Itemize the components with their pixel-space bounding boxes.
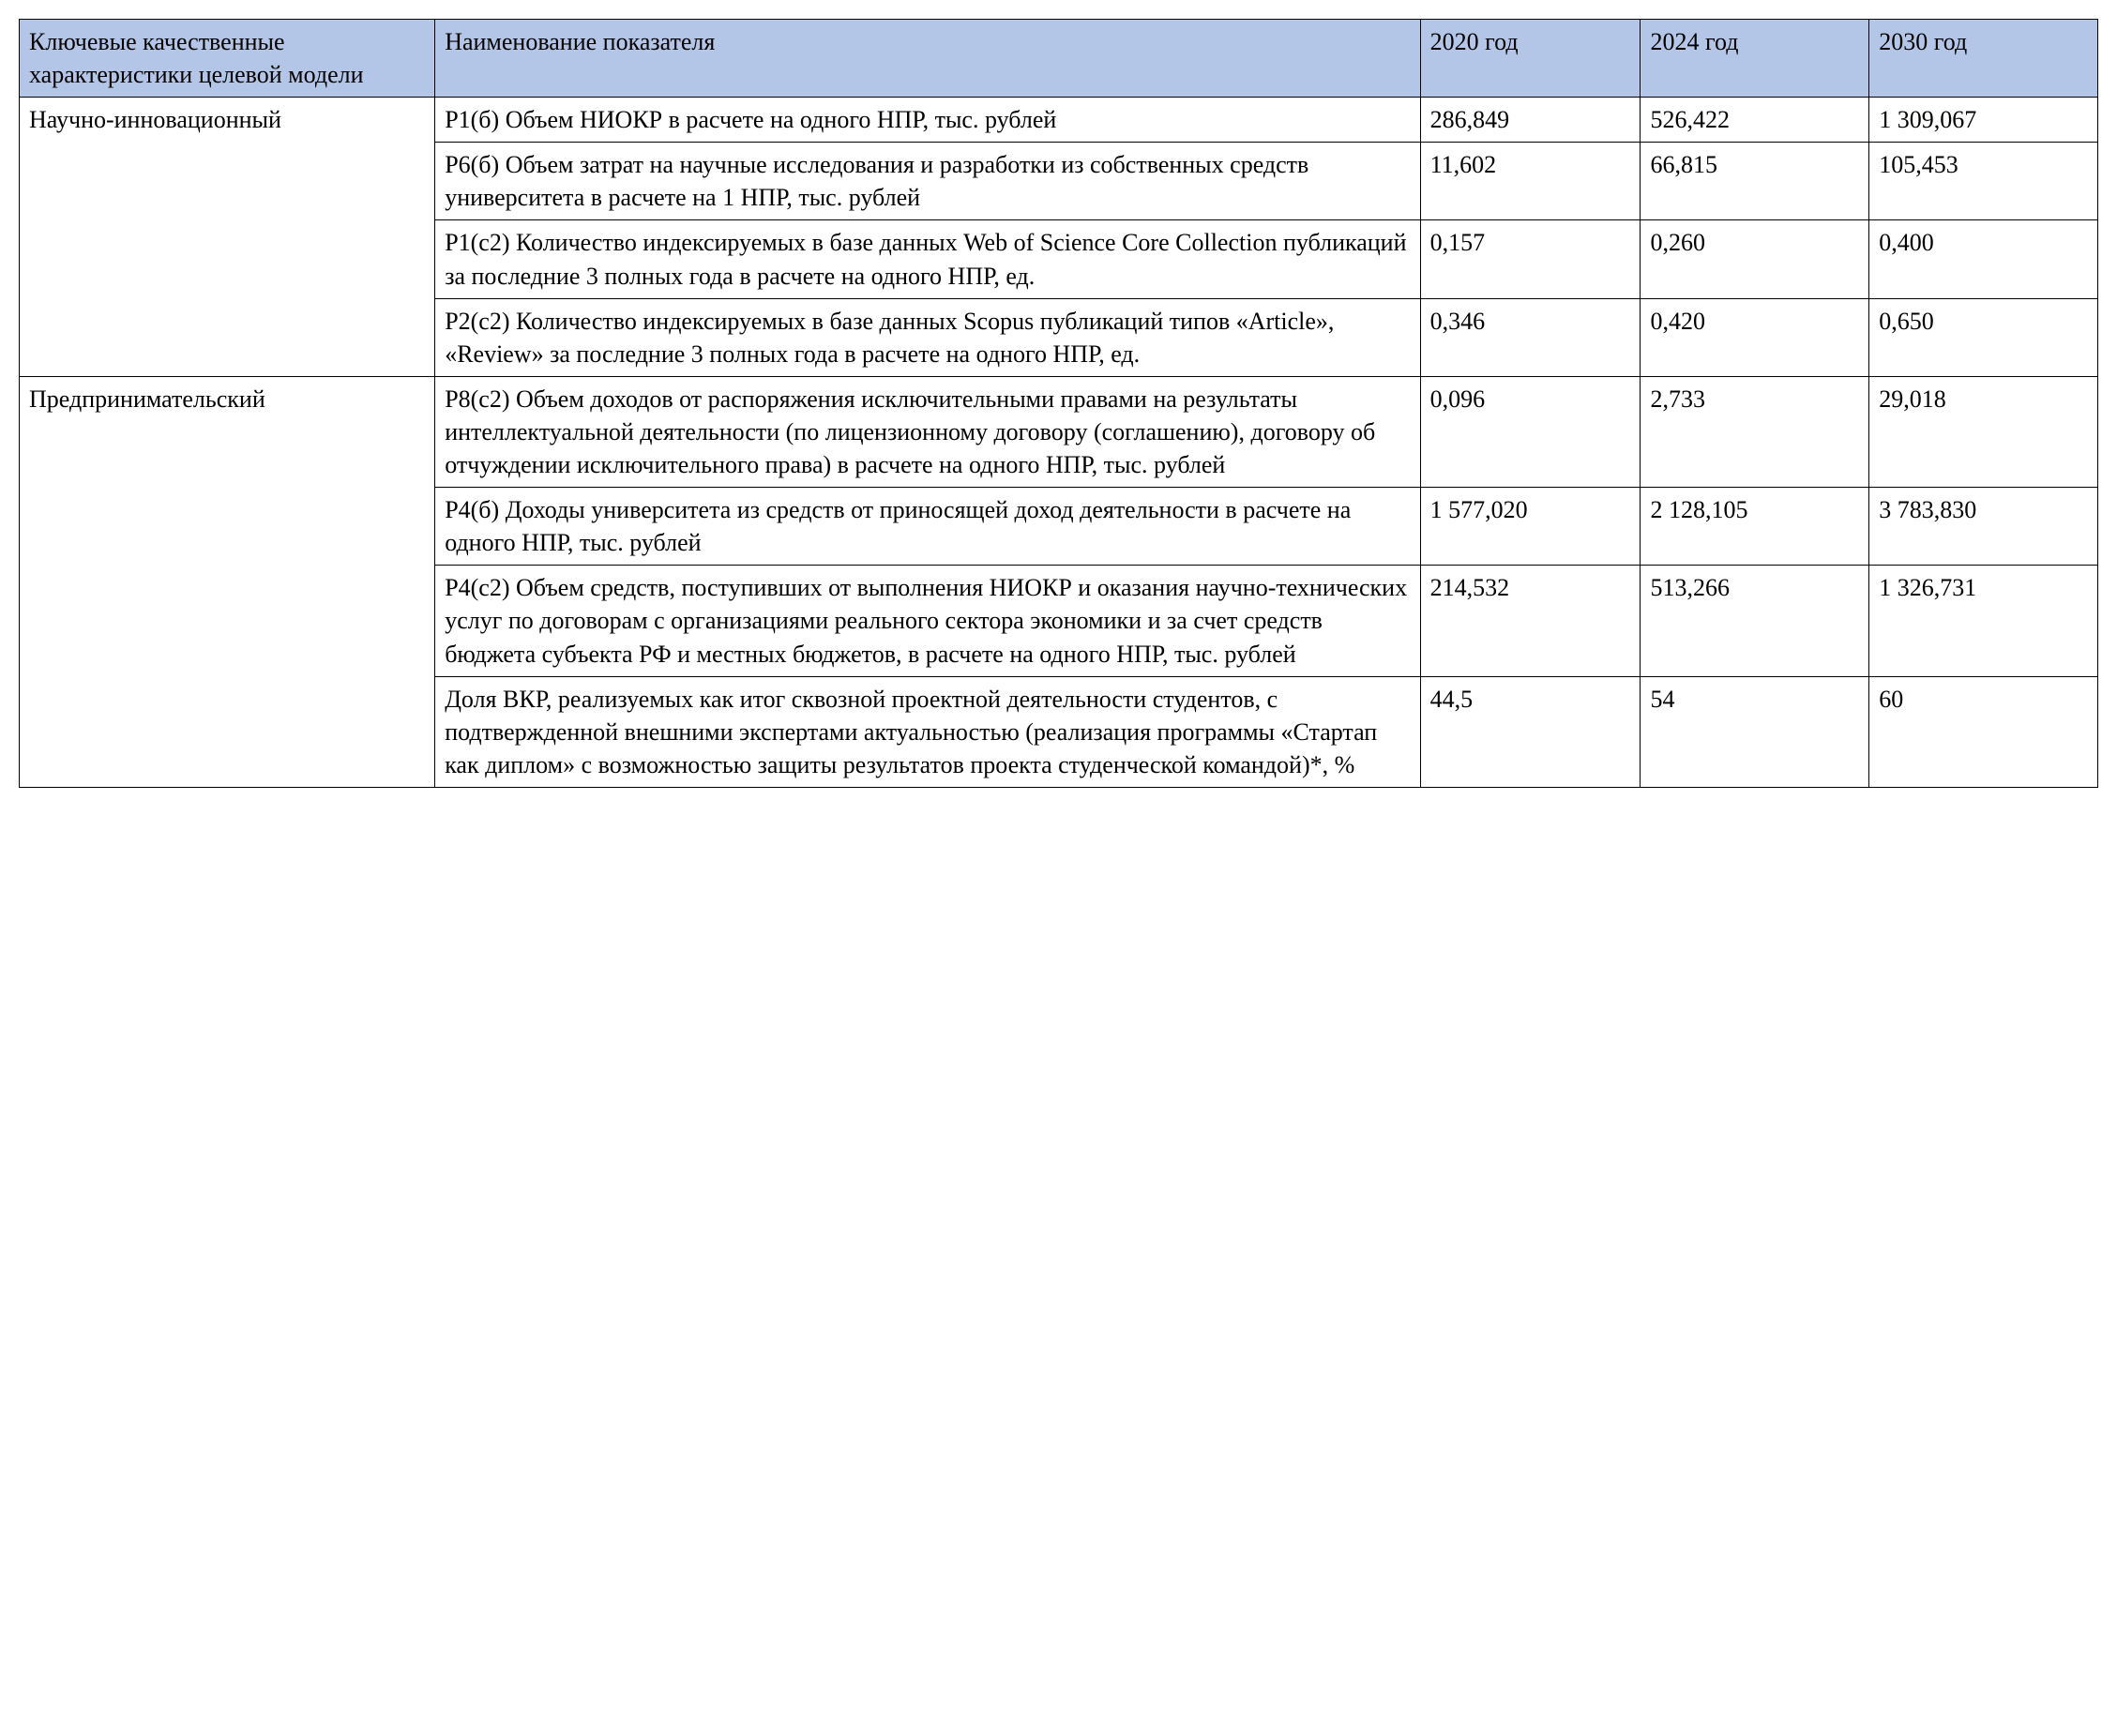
- value-2020: 11,602: [1420, 143, 1641, 220]
- value-2024: 0,420: [1641, 298, 1869, 376]
- value-2020: 0,096: [1420, 376, 1641, 487]
- table-row: Предпринимательский Р8(с2) Объем доходов…: [20, 376, 2098, 487]
- indicator-cell: Р4(б) Доходы университета из средств от …: [435, 488, 1420, 566]
- table-row: Научно-инновационный Р1(б) Объем НИОКР в…: [20, 98, 2098, 143]
- indicator-cell: Р4(с2) Объем средств, поступивших от вып…: [435, 566, 1420, 676]
- value-2030: 1 326,731: [1869, 566, 2098, 676]
- indicator-cell: Доля ВКР, реализуемых как итог сквозной …: [435, 676, 1420, 787]
- value-2024: 2 128,105: [1641, 488, 1869, 566]
- value-2024: 0,260: [1641, 220, 1869, 298]
- value-2020: 44,5: [1420, 676, 1641, 787]
- indicator-cell: Р2(с2) Количество индексируемых в базе д…: [435, 298, 1420, 376]
- value-2020: 0,157: [1420, 220, 1641, 298]
- value-2030: 105,453: [1869, 143, 2098, 220]
- indicator-cell: Р8(с2) Объем доходов от распоряжения иск…: [435, 376, 1420, 487]
- indicators-table: Ключевые качественные характеристики цел…: [19, 19, 2098, 788]
- value-2024: 526,422: [1641, 98, 1869, 143]
- value-2020: 214,532: [1420, 566, 1641, 676]
- indicator-cell: Р1(с2) Количество индексируемых в базе д…: [435, 220, 1420, 298]
- col-header-category: Ключевые качественные характеристики цел…: [20, 20, 435, 98]
- indicator-cell: Р6(б) Объем затрат на научные исследован…: [435, 143, 1420, 220]
- value-2030: 0,650: [1869, 298, 2098, 376]
- category-cell: Научно-инновационный: [20, 98, 435, 377]
- value-2024: 2,733: [1641, 376, 1869, 487]
- value-2024: 513,266: [1641, 566, 1869, 676]
- table-header-row: Ключевые качественные характеристики цел…: [20, 20, 2098, 98]
- value-2030: 0,400: [1869, 220, 2098, 298]
- col-header-2030: 2030 год: [1869, 20, 2098, 98]
- value-2024: 66,815: [1641, 143, 1869, 220]
- value-2020: 0,346: [1420, 298, 1641, 376]
- value-2020: 1 577,020: [1420, 488, 1641, 566]
- value-2020: 286,849: [1420, 98, 1641, 143]
- value-2030: 1 309,067: [1869, 98, 2098, 143]
- indicator-cell: Р1(б) Объем НИОКР в расчете на одного НП…: [435, 98, 1420, 143]
- value-2030: 29,018: [1869, 376, 2098, 487]
- value-2024: 54: [1641, 676, 1869, 787]
- category-cell: Предпринимательский: [20, 376, 435, 787]
- col-header-indicator: Наименование показателя: [435, 20, 1420, 98]
- col-header-2020: 2020 год: [1420, 20, 1641, 98]
- value-2030: 3 783,830: [1869, 488, 2098, 566]
- col-header-2024: 2024 год: [1641, 20, 1869, 98]
- value-2030: 60: [1869, 676, 2098, 787]
